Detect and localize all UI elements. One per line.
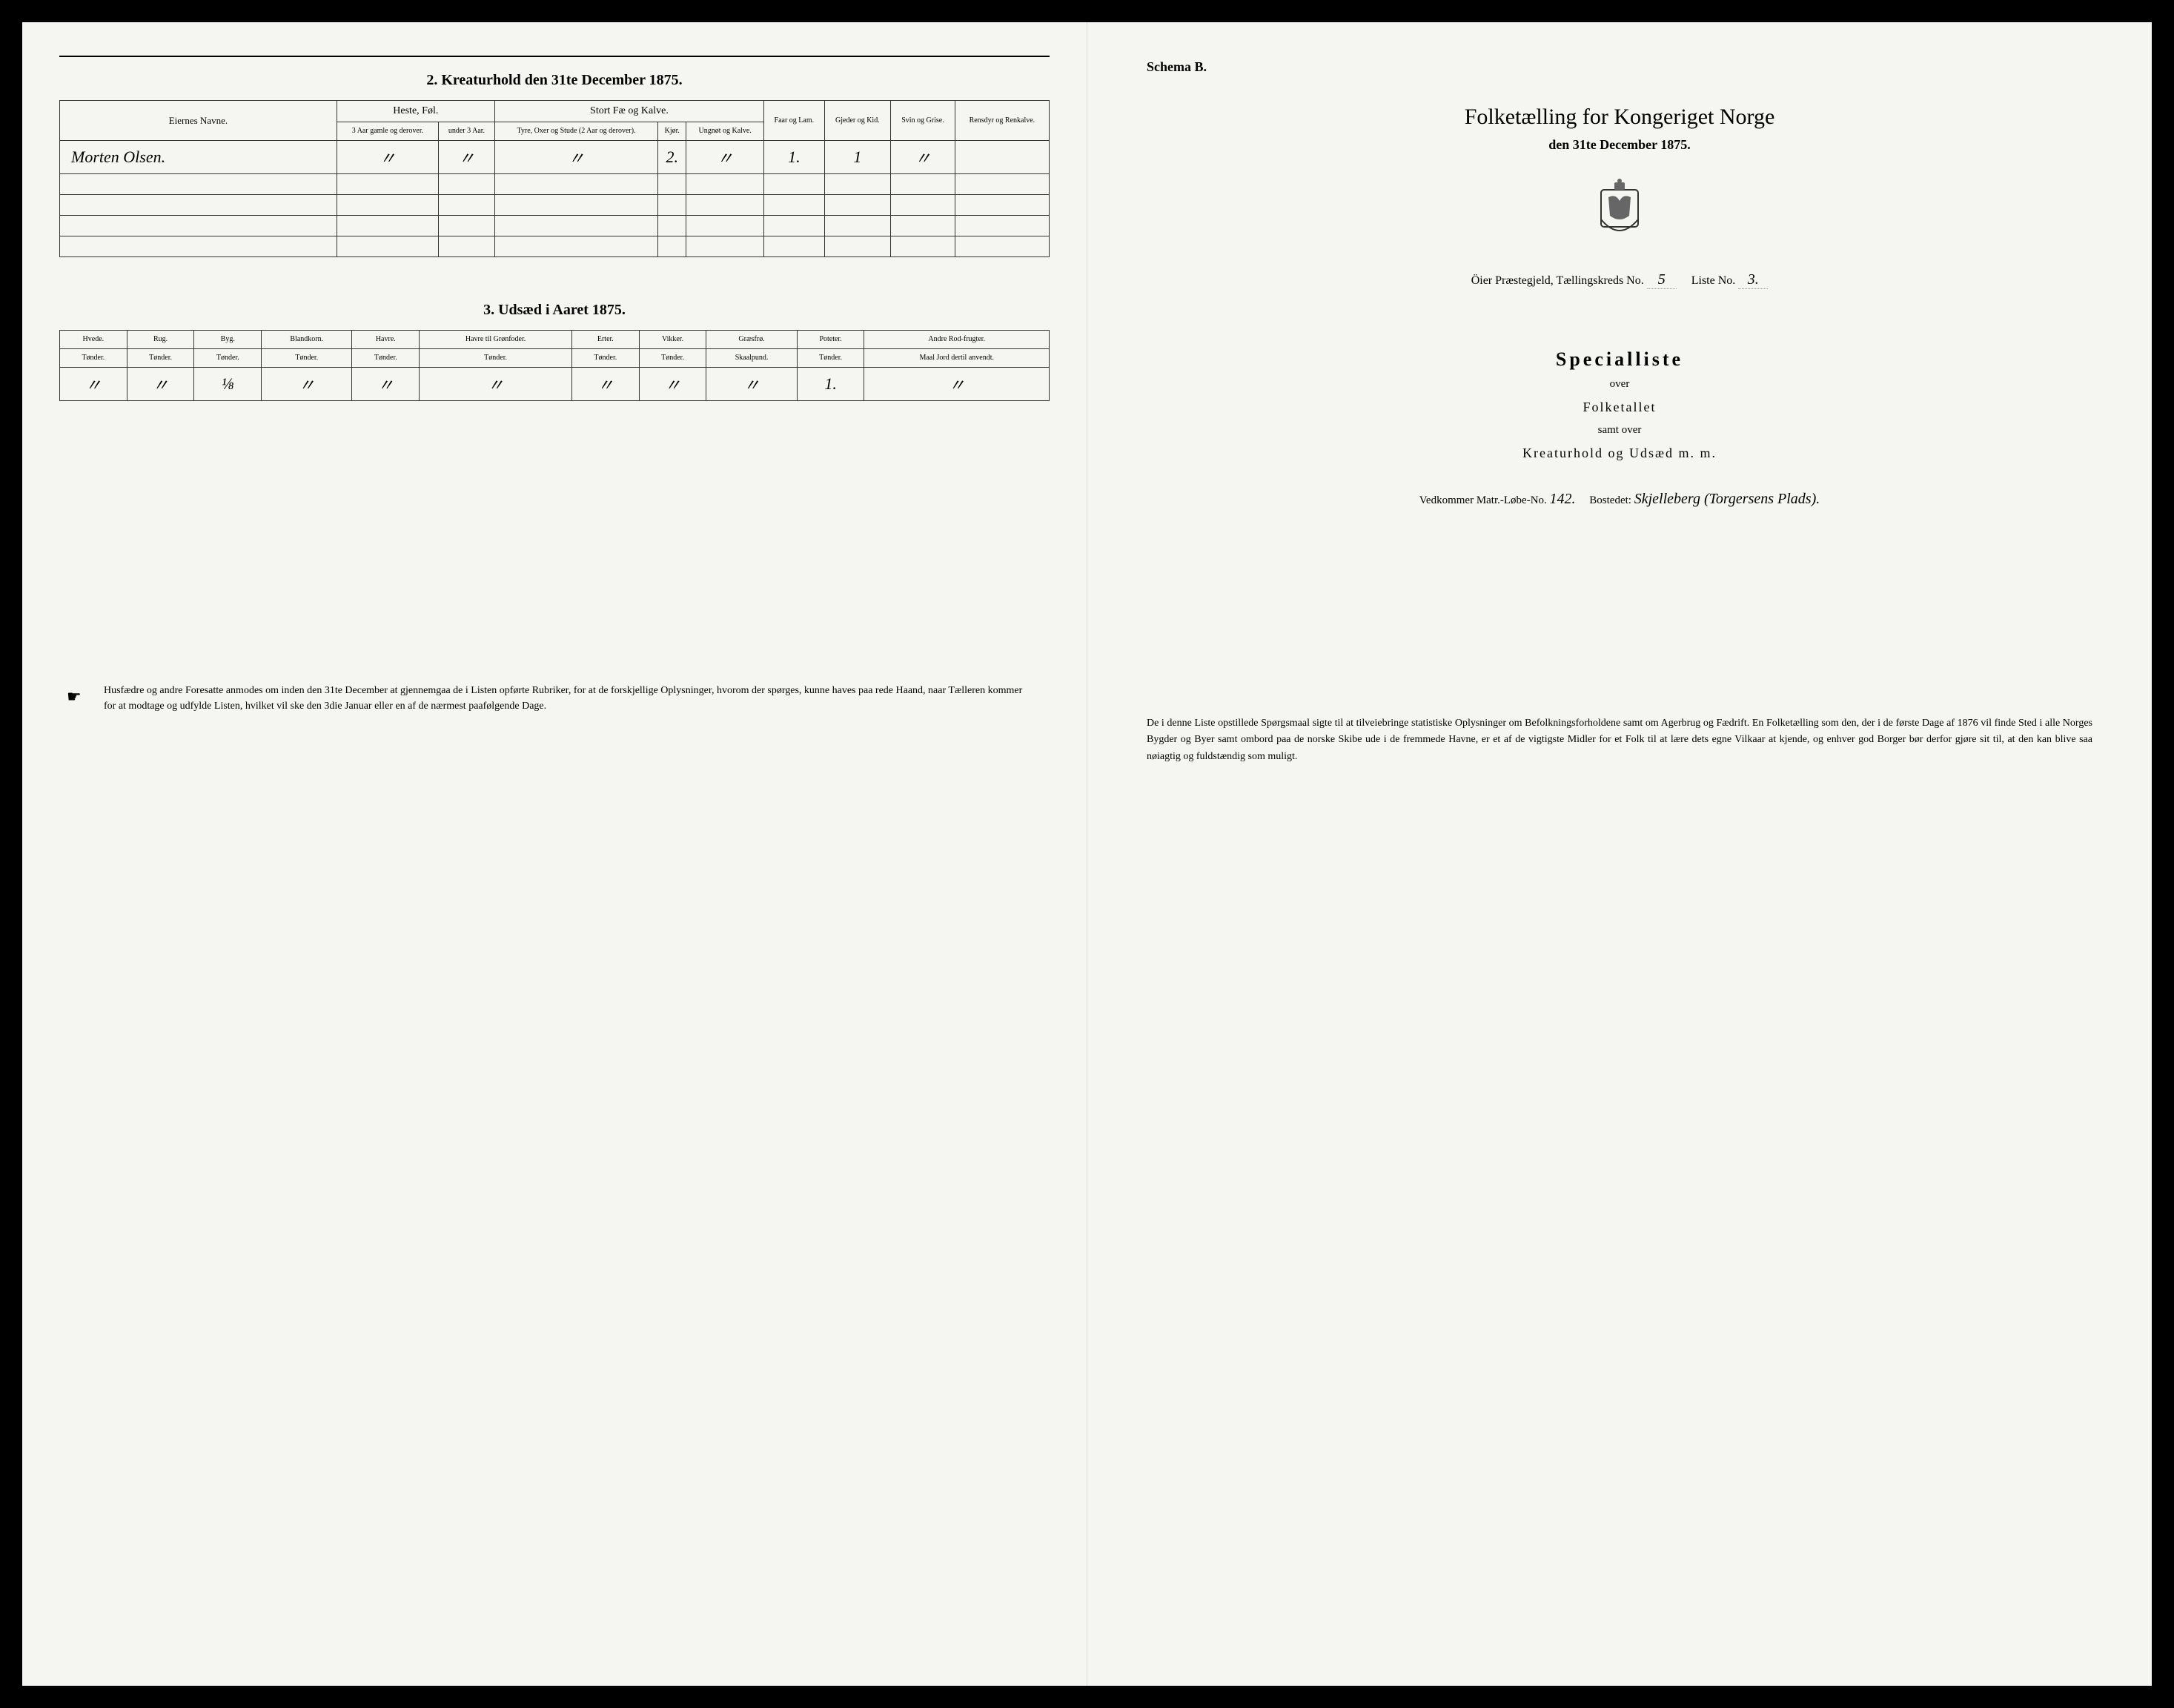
th-unit: Tønder. <box>60 349 127 368</box>
cell-owner: Morten Olsen. <box>60 141 337 174</box>
table-row-empty <box>60 174 1050 195</box>
cell-vikker: 〃 <box>639 368 706 401</box>
th-unit: Tønder. <box>639 349 706 368</box>
th-svin: Svin og Grise. <box>891 101 955 141</box>
th-owner: Eiernes Navne. <box>60 101 337 141</box>
th-byg: Byg. <box>194 331 262 349</box>
th-ungnot: Ungnøt og Kalve. <box>686 122 764 141</box>
cell-blandkorn: 〃 <box>262 368 352 401</box>
th-storfe-group: Stort Fæ og Kalve. <box>494 101 763 122</box>
th-andre: Andre Rod-frugter. <box>864 331 1050 349</box>
cell-rug: 〃 <box>127 368 194 401</box>
th-vikker: Vikker. <box>639 331 706 349</box>
th-erter: Erter. <box>571 331 639 349</box>
th-tyre: Tyre, Oxer og Stude (2 Aar og derover). <box>494 122 657 141</box>
district-no: 5 <box>1647 271 1677 289</box>
cell-heste-old: 〃 <box>337 141 438 174</box>
th-unit: Tønder. <box>262 349 352 368</box>
th-heste-young: under 3 Aar. <box>439 122 495 141</box>
matr-no: 142. <box>1550 491 1576 507</box>
th-heste-group: Heste, Føl. <box>337 101 494 122</box>
th-faar: Faar og Lam. <box>764 101 825 141</box>
cell-grasfro: 〃 <box>706 368 797 401</box>
th-grasfro: Græsfrø. <box>706 331 797 349</box>
table-row: Morten Olsen. 〃 〃 〃 2. 〃 1. 1 〃 <box>60 141 1050 174</box>
coat-of-arms-icon <box>1124 179 2115 245</box>
th-gjeder: Gjeder og Kid. <box>824 101 891 141</box>
right-page: Schema B. Folketælling for Kongeriget No… <box>1087 22 2152 1686</box>
top-rule <box>59 56 1050 57</box>
th-havre: Havre. <box>352 331 420 349</box>
th-unit: Tønder. <box>352 349 420 368</box>
cell-andre: 〃 <box>864 368 1050 401</box>
cell-erter: 〃 <box>571 368 639 401</box>
schema-label: Schema B. <box>1147 59 2115 75</box>
document-scan: 2. Kreaturhold den 31te December 1875. E… <box>22 22 2152 1686</box>
cell-faar: 1. <box>764 141 825 174</box>
cell-byg: ⅛ <box>194 368 262 401</box>
folketallet-text: Folketallet <box>1124 400 2115 415</box>
cell-tyre: 〃 <box>494 141 657 174</box>
pointing-hand-icon: ☛ <box>67 684 82 709</box>
th-rug: Rug. <box>127 331 194 349</box>
district-line: Öier Præstegjeld, Tællingskreds No. 5 Li… <box>1124 271 2115 289</box>
cell-poteter: 1. <box>797 368 864 401</box>
right-footer-text: De i denne Liste opstillede Spørgsmaal s… <box>1124 715 2115 765</box>
section2-title: 2. Kreaturhold den 31te December 1875. <box>59 72 1050 89</box>
th-unit: Tønder. <box>127 349 194 368</box>
cell-svin: 〃 <box>891 141 955 174</box>
th-havre-gron: Havre til Grønfoder. <box>420 331 572 349</box>
samt-over-text: samt over <box>1124 424 2115 437</box>
livestock-table: Eiernes Navne. Heste, Føl. Stort Fæ og K… <box>59 100 1050 257</box>
seed-table: Hvede. Rug. Byg. Blandkorn. Havre. Havre… <box>59 330 1050 401</box>
liste-label: Liste No. <box>1691 274 1736 287</box>
cell-heste-young: 〃 <box>439 141 495 174</box>
th-unit: Tønder. <box>797 349 864 368</box>
specialliste-heading: Specialliste <box>1124 348 2115 371</box>
kreaturhold-text: Kreaturhold og Udsæd m. m. <box>1124 446 2115 461</box>
district-prefix: Öier Præstegjeld, Tællingskreds No. <box>1471 274 1644 287</box>
vedkommer-label: Vedkommer Matr.-Løbe-No. <box>1419 494 1547 506</box>
th-unit: Tønder. <box>420 349 572 368</box>
th-blandkorn: Blandkorn. <box>262 331 352 349</box>
section3-title: 3. Udsæd i Aaret 1875. <box>59 302 1050 319</box>
th-hvede: Hvede. <box>60 331 127 349</box>
th-rensdyr: Rensdyr og Renkalve. <box>955 101 1049 141</box>
bostedet-value: Skjelleberg (Torgersens Plads). <box>1634 491 1820 507</box>
census-title: Folketælling for Kongeriget Norge <box>1124 105 2115 130</box>
left-footer-note: ☛ Husfædre og andre Foresatte anmodes om… <box>59 683 1050 714</box>
vedkommer-line: Vedkommer Matr.-Løbe-No. 142. Bostedet: … <box>1124 491 2115 508</box>
footer-text: Husfædre og andre Foresatte anmodes om i… <box>104 685 1022 712</box>
th-unit: Tønder. <box>194 349 262 368</box>
th-kjor: Kjør. <box>658 122 686 141</box>
liste-no: 3. <box>1738 271 1768 289</box>
bostedet-label: Bostedet: <box>1589 494 1631 506</box>
cell-rensdyr <box>955 141 1049 174</box>
cell-gjeder: 1 <box>824 141 891 174</box>
table-row-empty <box>60 216 1050 236</box>
th-unit: Tønder. <box>571 349 639 368</box>
th-unit: Maal Jord dertil anvendt. <box>864 349 1050 368</box>
left-page: 2. Kreaturhold den 31te December 1875. E… <box>22 22 1087 1686</box>
census-subtitle: den 31te December 1875. <box>1124 137 2115 153</box>
over-text: over <box>1124 378 2115 391</box>
table-row-empty <box>60 195 1050 216</box>
th-heste-old: 3 Aar gamle og derover. <box>337 122 438 141</box>
th-unit: Skaalpund. <box>706 349 797 368</box>
cell-hvede: 〃 <box>60 368 127 401</box>
th-poteter: Poteter. <box>797 331 864 349</box>
cell-ungnot: 〃 <box>686 141 764 174</box>
cell-havre-gron: 〃 <box>420 368 572 401</box>
table-row-empty <box>60 236 1050 257</box>
cell-kjor: 2. <box>658 141 686 174</box>
cell-havre: 〃 <box>352 368 420 401</box>
table-row: 〃 〃 ⅛ 〃 〃 〃 〃 〃 〃 1. 〃 <box>60 368 1050 401</box>
